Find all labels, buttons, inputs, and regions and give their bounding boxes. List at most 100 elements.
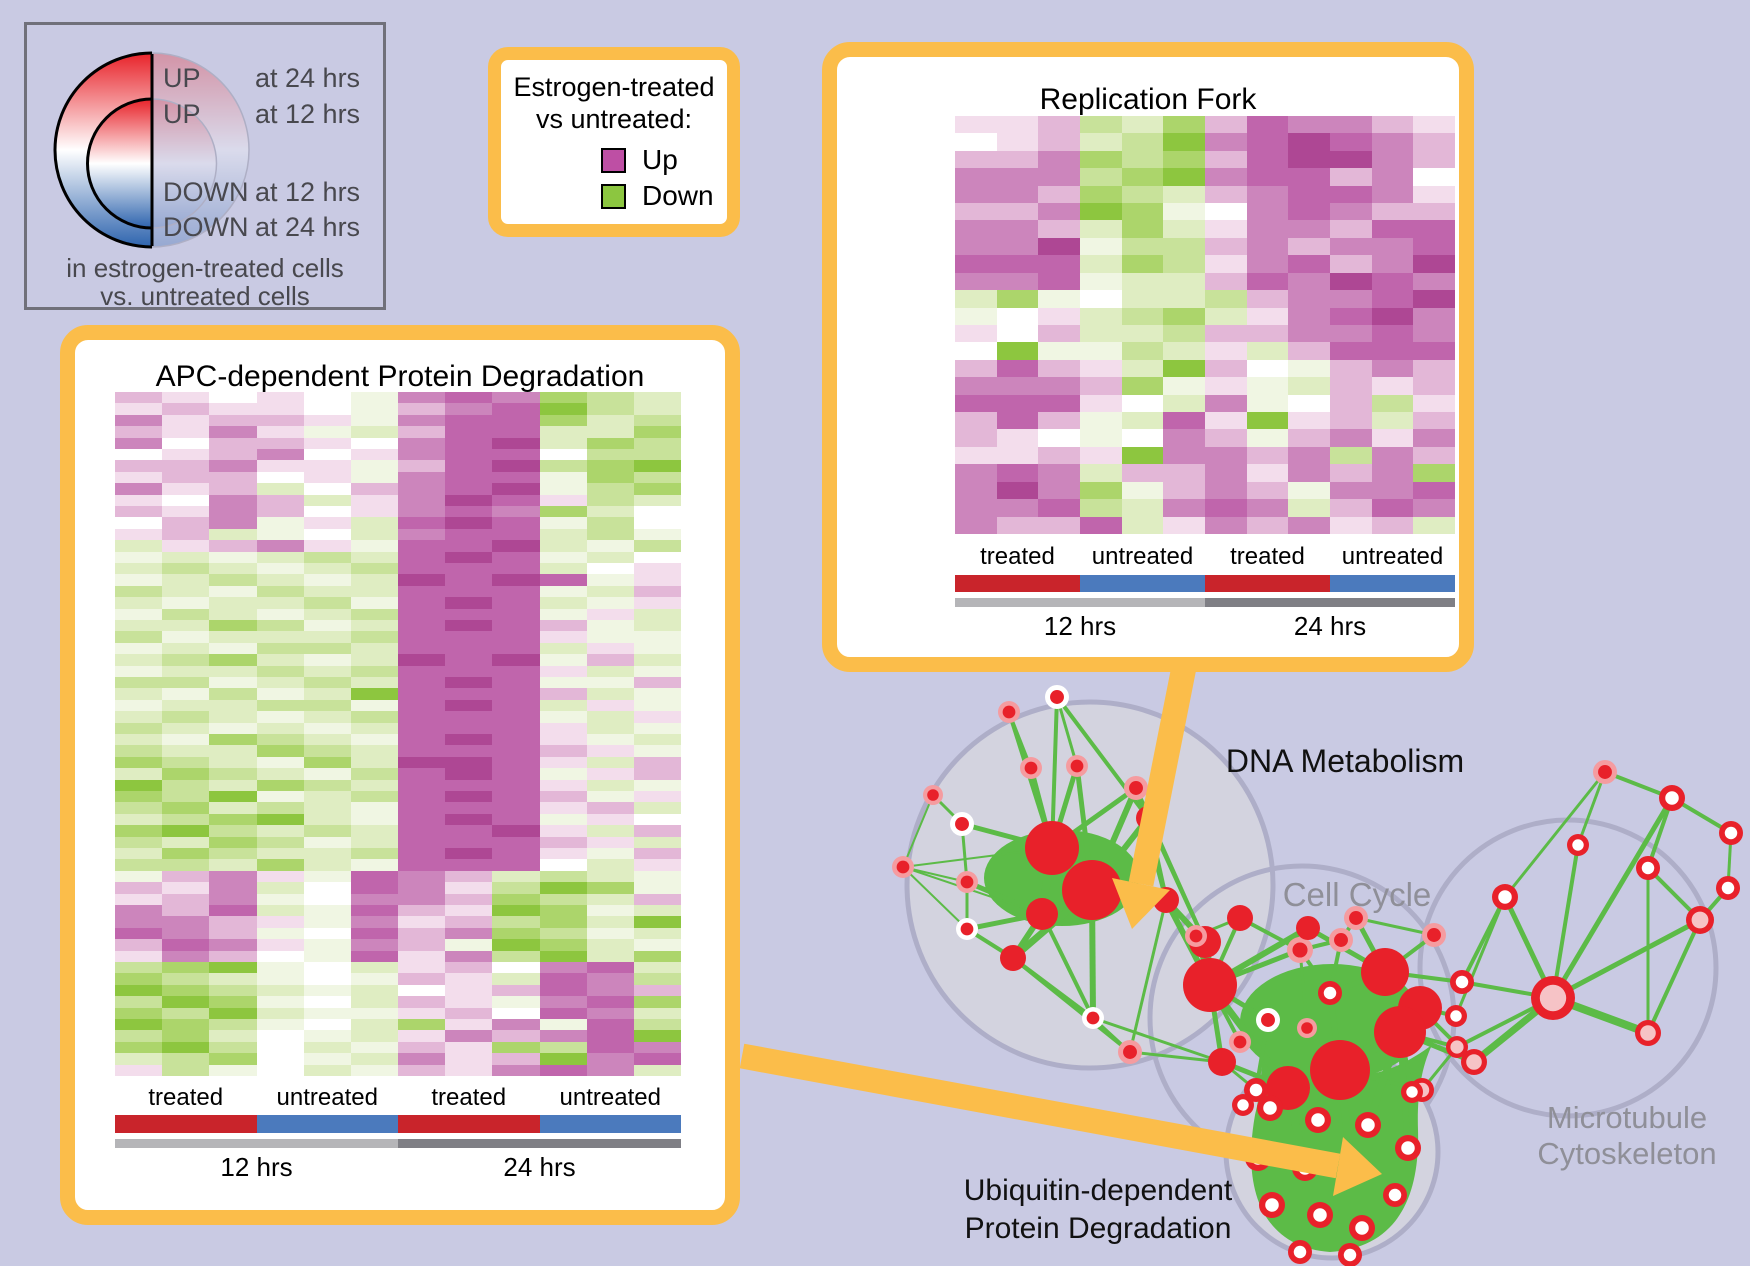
network-edge [1128,899,1168,1053]
heatmap-cell [256,619,304,632]
heatmap-cell [1205,237,1247,256]
heatmap-cell [955,220,997,238]
heatmap-cell [996,307,1039,325]
heatmap-cell [256,779,304,791]
heatmap-cell [539,699,587,712]
heatmap-cell [303,825,351,837]
heatmap-cell [1288,307,1330,325]
heatmap-cell [256,642,304,655]
network-node [1598,765,1612,779]
heatmap-cell [445,1053,493,1065]
heatmap-cell [586,551,634,563]
network-edge [1298,949,1309,1029]
heatmap-cell [539,802,587,814]
heatmap-cell [1288,481,1330,500]
heatmap-cell [115,768,163,780]
ring-row-time: at 12 hrs [255,99,361,129]
heatmap-cell [539,665,587,677]
heatmap-cell [162,756,210,769]
heatmap-cell [303,437,351,449]
heatmap-cell [209,494,257,506]
rf-group-bars [955,575,1455,592]
heatmap-cell [539,597,587,609]
heatmap-cell [115,665,163,677]
heatmap-cell [350,722,398,734]
heatmap-cell [115,859,163,871]
heatmap-cell [398,585,446,598]
heatmap-cell [1288,377,1330,395]
heatmap-cell [492,802,540,814]
network-node [1310,1040,1370,1100]
heatmap-cell [1205,499,1247,517]
heatmap-cell [1246,116,1289,134]
heatmap-cell [256,403,304,415]
heatmap-cell [209,802,257,814]
heatmap-cell [256,392,304,404]
ring-row-time: at 24 hrs [255,212,361,242]
heatmap-cell [445,631,493,643]
heatmap-cell [955,499,997,517]
heatmap-cell [162,733,210,746]
heatmap-cell [303,654,351,666]
heatmap-cell [445,460,493,472]
heatmap-cell [1246,359,1289,378]
heatmap-cell [492,916,540,928]
apc-panel: APC-dependent Protein Degradation treate… [60,325,740,1225]
heatmap-cell [633,927,681,940]
heatmap-cell [1205,394,1247,413]
heatmap-cell [955,150,997,169]
heatmap-cell [303,597,351,609]
heatmap-cell [350,1053,398,1065]
heatmap-cell [162,631,210,643]
heatmap-cell [115,1030,163,1042]
heatmap-cell [1038,342,1080,360]
heatmap-cell [398,882,446,894]
heatmap-cell [586,756,634,769]
network-edge [1550,796,1675,1000]
heatmap-cell [445,437,493,449]
heatmap-cell [539,813,587,826]
heatmap-cell [256,574,304,586]
heatmap-cell [209,859,257,871]
heatmap-cell [303,836,351,848]
heatmap-cell [586,619,634,632]
heatmap-cell [162,950,210,962]
heatmap-cell [162,802,210,814]
heatmap-cell [586,813,634,826]
heatmap-cell [539,414,587,427]
heatmap-cell [209,392,257,404]
cluster-label: Ubiquitin-dependent [964,1174,1233,1207]
heatmap-cell [1121,464,1164,482]
network-edge [1129,1050,1223,1064]
heatmap-cell [1163,116,1205,134]
heatmap-cell [1121,150,1164,169]
heatmap-cell [115,711,163,723]
heatmap-cell [162,722,210,734]
heatmap-cell [398,973,446,985]
heatmap-cell [586,1041,634,1054]
heatmap-cell [445,665,493,677]
heatmap-cell [492,1030,540,1042]
heatmap-cell [1371,237,1414,256]
heatmap-cell [955,412,997,430]
heatmap-cell [445,414,493,427]
heatmap-cell [539,836,587,848]
heatmap-cell [303,403,351,415]
heatmap-cell [1246,516,1289,534]
heatmap-cell [209,437,257,449]
heatmap-cell [256,688,304,700]
heatmap-cell [115,608,163,620]
heatmap-cell [1246,203,1289,221]
heatmap-cell [1080,255,1122,273]
heatmap-cell [633,836,681,848]
network-node [1665,791,1679,805]
heatmap-cell [586,528,634,541]
heatmap-cell [1330,377,1372,395]
heatmap-cell [1163,133,1205,151]
heatmap-cell [162,426,210,438]
heatmap-cell [445,654,493,666]
heatmap-cell [209,825,257,837]
heatmap-cell [1413,377,1455,395]
heatmap-cell [445,517,493,529]
heatmap-cell [209,904,257,917]
